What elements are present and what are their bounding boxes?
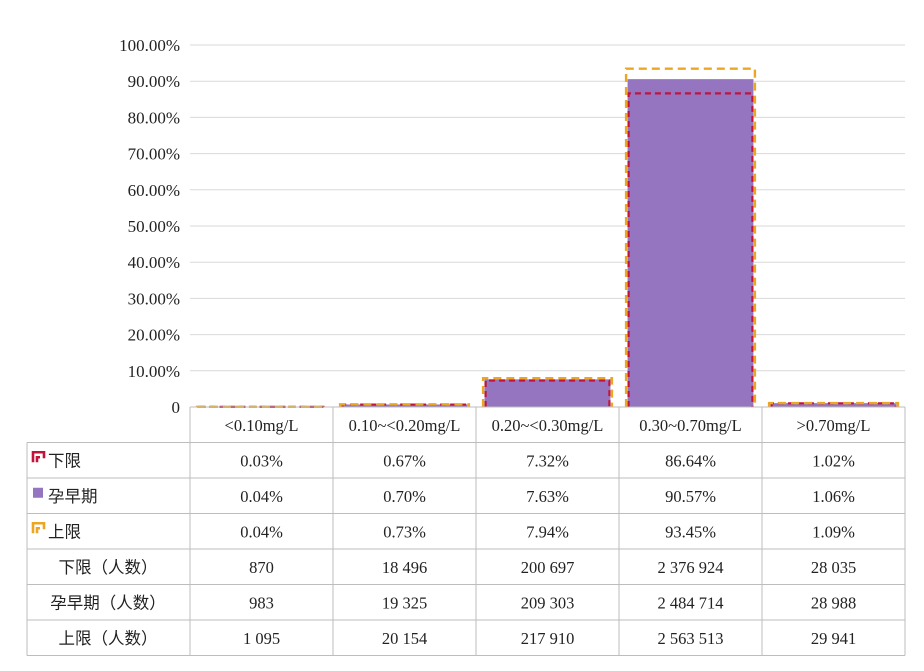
bars <box>195 67 900 409</box>
data-label: 90.57% <box>665 487 716 506</box>
data-label: 0.04% <box>240 487 283 506</box>
bar-first-trimester <box>770 403 897 407</box>
y-tick-label: 80.00% <box>128 108 180 127</box>
legend-key-first-trimester <box>33 487 43 498</box>
data-table: <0.10mg/L 0.10~<0.20mg/L 0.20~<0.30mg/L 0.3… <box>26 406 906 656</box>
data-label: 7.94% <box>526 522 569 541</box>
bar-first-trimester <box>627 79 754 407</box>
data-label: 93.45% <box>665 522 716 541</box>
data-label: 1.02% <box>812 451 855 470</box>
count-row-label: 下限（人数） <box>59 558 158 577</box>
y-tick-label: 30.00% <box>128 289 180 308</box>
count-cell: 20 154 <box>382 629 427 648</box>
data-label: 1.06% <box>812 487 855 506</box>
legend-key-lower <box>31 450 46 463</box>
bar-upper-bound <box>481 377 614 407</box>
legend-key-upper <box>31 521 46 534</box>
y-tick-label: 10.00% <box>128 362 180 381</box>
data-label: 0.70% <box>383 487 426 506</box>
y-tick-label: 40.00% <box>128 253 180 272</box>
data-label: 1.09% <box>812 522 855 541</box>
y-tick-label: 20.00% <box>128 326 180 345</box>
count-cell: 1 095 <box>243 629 280 648</box>
legend-label: 孕早期 <box>48 487 98 506</box>
y-tick-label: 0 <box>172 398 181 417</box>
gridlines <box>190 44 905 372</box>
bar-upper-bound <box>767 401 900 407</box>
count-row-label: 孕早期（人数） <box>50 593 166 612</box>
data-label: 0.03% <box>240 451 283 470</box>
count-cell: 29 941 <box>811 629 856 648</box>
count-cell: 870 <box>249 558 274 577</box>
y-tick-label: 90.00% <box>128 72 180 91</box>
data-label: 86.64% <box>665 451 716 470</box>
x-category-label: >0.70mg/L <box>797 416 871 435</box>
count-row-label: 上限（人数） <box>59 629 158 648</box>
count-cell: 217 910 <box>521 629 575 648</box>
data-label: 0.67% <box>383 451 426 470</box>
bar-upper-bound <box>624 67 757 407</box>
y-tick-label: 70.00% <box>128 145 180 164</box>
count-cell: 28 988 <box>811 593 856 612</box>
x-category-label: <0.10mg/L <box>225 416 299 435</box>
bar-lower-bound <box>627 92 754 407</box>
legend-label: 下限 <box>48 451 81 470</box>
data-label: 7.32% <box>526 451 569 470</box>
data-label: 7.63% <box>526 487 569 506</box>
count-cell: 983 <box>249 593 274 612</box>
bar-first-trimester <box>341 404 468 407</box>
data-label: 0.73% <box>383 522 426 541</box>
bar-lower-bound <box>484 379 611 407</box>
x-category-label: 0.20~<0.30mg/L <box>492 416 604 435</box>
bar-upper-bound <box>338 403 471 407</box>
count-cell: 200 697 <box>521 558 575 577</box>
count-cell: 2 376 924 <box>658 558 724 577</box>
count-cell: 2 563 513 <box>658 629 724 648</box>
x-category-label: 0.30~0.70mg/L <box>639 416 741 435</box>
count-cell: 28 035 <box>811 558 856 577</box>
data-label: 0.04% <box>240 522 283 541</box>
y-tick-label: 100.00% <box>119 36 180 55</box>
count-cell: 209 303 <box>521 593 575 612</box>
y-tick-label: 60.00% <box>128 181 180 200</box>
y-tick-label: 50.00% <box>128 217 180 236</box>
bar-first-trimester <box>484 379 611 407</box>
count-cell: 2 484 714 <box>658 593 724 612</box>
count-cell: 18 496 <box>382 558 427 577</box>
x-category-label: 0.10~<0.20mg/L <box>349 416 461 435</box>
y-axis-ticks: 0 10.00% 20.00% 30.00% 40.00% 50.00% 60.00% 70.… <box>119 36 180 417</box>
legend-label: 上限 <box>48 522 81 541</box>
count-cell: 19 325 <box>382 593 427 612</box>
